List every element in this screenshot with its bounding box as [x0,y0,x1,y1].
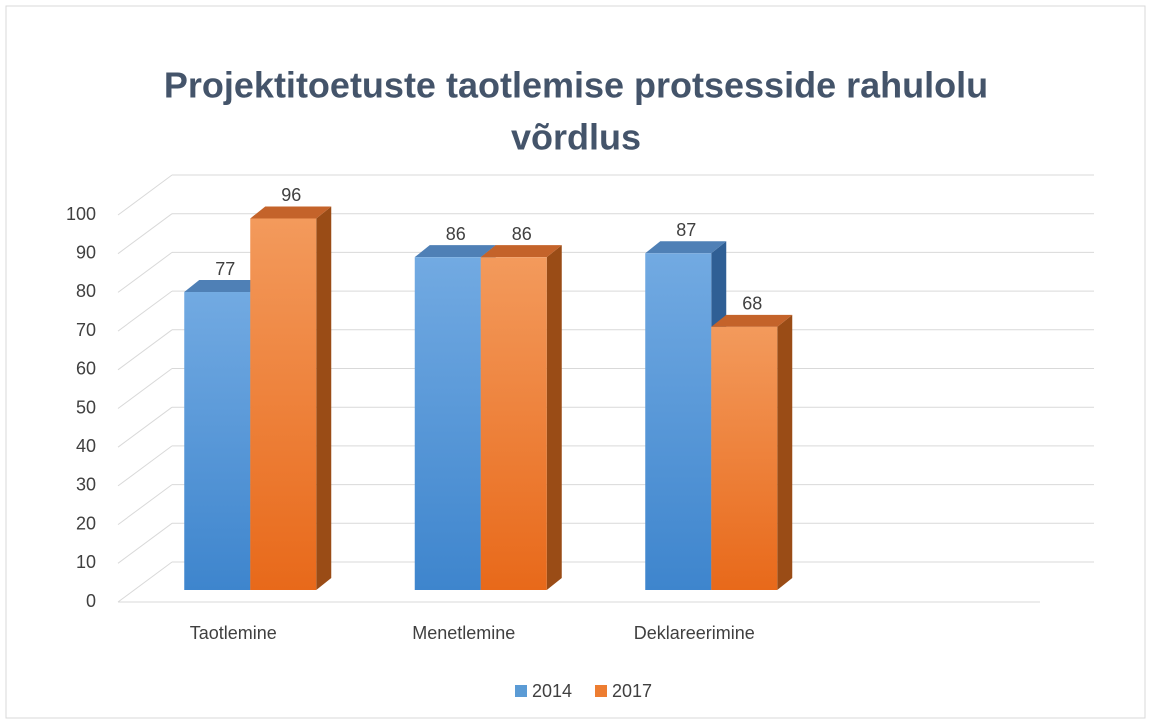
bar-top [414,245,496,258]
y-tick-label: 30 [76,475,96,495]
bar-side [546,245,562,590]
bar [414,257,481,590]
grid-line-side [117,561,173,603]
grid-line-side [117,174,173,216]
bar-top [645,241,727,254]
bar-top [250,206,332,219]
y-tick-label: 80 [76,281,96,301]
y-tick-label: 0 [86,591,96,611]
x-tick-label: Menetlemine [412,623,515,643]
chart-title-line1: Projektitoetuste taotlemise protsesside … [164,65,988,106]
y-tick-label: 90 [76,242,96,262]
data-label: 96 [281,185,301,205]
bar-top [711,314,793,327]
y-tick-label: 20 [76,513,96,533]
grid-line-side [117,406,173,448]
legend-swatch [595,685,607,697]
y-tick-label: 10 [76,552,96,572]
x-tick-label: Deklareerimine [634,623,755,643]
chart-border [5,5,1146,719]
grid-line-side [117,213,173,255]
grid-line-side [117,251,173,293]
data-label: 87 [676,220,696,240]
bar-top [184,280,266,293]
data-label: 86 [446,224,466,244]
bar [645,253,712,590]
chart-title-line2: võrdlus [511,117,641,158]
bar [711,326,778,590]
y-tick-label: 60 [76,359,96,379]
x-tick-label: Taotlemine [190,623,277,643]
data-label: 68 [742,294,762,314]
y-tick-label: 40 [76,436,96,456]
grid-line-side [117,368,173,409]
bar [480,257,547,590]
grid-line-side [117,329,173,371]
legend-label: 2017 [612,681,652,701]
y-tick-label: 70 [76,320,96,340]
data-label: 86 [512,224,532,244]
grid-line-side [117,484,173,526]
bar-side [316,206,332,591]
grid-line-side [117,522,173,564]
grid-line-side [117,445,173,487]
bar-top [480,245,562,258]
legend-swatch [515,685,527,697]
data-label: 77 [215,259,235,279]
bar-side [777,314,793,590]
y-tick-label: 50 [76,397,96,417]
bar [184,292,251,590]
bar [250,218,317,591]
grid-line-side [117,290,173,332]
legend-label: 2014 [532,681,572,701]
y-tick-label: 100 [66,204,96,224]
